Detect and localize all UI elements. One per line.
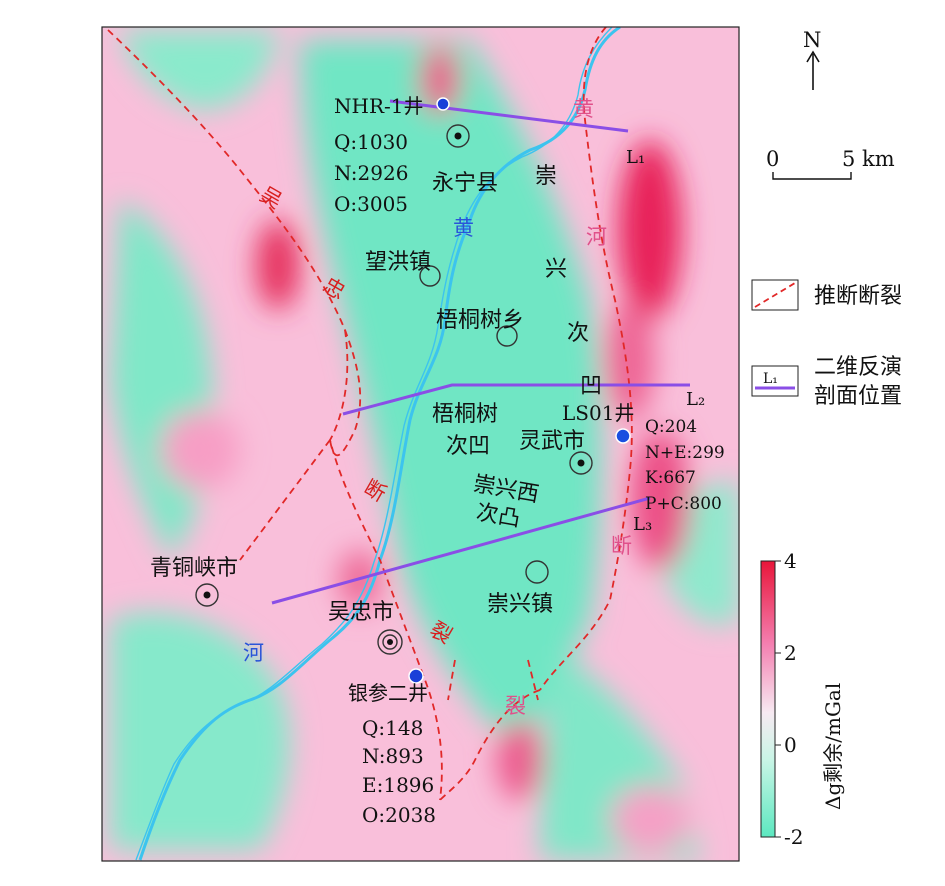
profile-L2-line bbox=[342, 383, 690, 416]
svg-text:N:893: N:893 bbox=[362, 744, 424, 768]
label-chongxing-zhen: 崇兴镇 bbox=[487, 592, 553, 617]
legend-profile-label-1: 二维反演 bbox=[814, 355, 902, 380]
nhr1-name: NHR-1井 bbox=[334, 94, 423, 118]
label-lingwu: 灵武市 bbox=[519, 429, 585, 454]
svg-text:凹: 凹 bbox=[580, 374, 602, 399]
label-wutongshu-ao-1: 梧桐树 bbox=[432, 402, 498, 427]
label-L1: L₁ bbox=[626, 147, 645, 168]
svg-text:崇: 崇 bbox=[535, 164, 557, 189]
colorbar-tick-0: 0 bbox=[784, 733, 797, 757]
north-label: N bbox=[803, 28, 821, 52]
legend: 推断断裂 L₁ 二维反演 剖面位置 bbox=[751, 279, 902, 409]
svg-text:N+E:299: N+E:299 bbox=[645, 443, 725, 463]
svg-text:断: 断 bbox=[611, 534, 632, 558]
label-L2: L₂ bbox=[686, 389, 705, 410]
colorbar-tick-4: 4 bbox=[784, 549, 797, 573]
label-wutongshu-xiang: 梧桐树乡 bbox=[436, 308, 524, 333]
colorbar: 4 2 0 -2 Δg剩余/mGal bbox=[760, 549, 845, 849]
profile-labels: L₁ L₂ L₃ bbox=[626, 147, 705, 535]
yellow-river bbox=[135, 27, 621, 861]
wuzhong-marker bbox=[377, 629, 403, 655]
svg-text:O:2038: O:2038 bbox=[362, 803, 436, 827]
svg-text:O:3005: O:3005 bbox=[334, 192, 408, 216]
svg-text:Q:148: Q:148 bbox=[362, 716, 423, 740]
label-qingtongxia: 青铜峡市 bbox=[150, 556, 238, 581]
svg-text:E:1896: E:1896 bbox=[362, 773, 434, 797]
svg-text:Q:204: Q:204 bbox=[645, 417, 697, 437]
svg-text:黄: 黄 bbox=[453, 216, 474, 240]
north-arrow: N bbox=[803, 28, 821, 90]
svg-text:N:2926: N:2926 bbox=[334, 161, 408, 185]
label-L3: L₃ bbox=[633, 514, 652, 535]
colorbar-tick-2: 2 bbox=[784, 641, 797, 665]
qingtongxia-marker bbox=[195, 583, 219, 607]
inferred-faults bbox=[107, 27, 633, 801]
svg-text:河: 河 bbox=[586, 225, 607, 249]
label-wutongshu-ao-2: 次凹 bbox=[446, 434, 490, 459]
yongning-marker bbox=[446, 124, 470, 148]
label-wuzhong: 吴忠市 bbox=[328, 600, 394, 625]
svg-text:0: 0 bbox=[766, 147, 779, 171]
label-yongning: 永宁县 bbox=[432, 171, 498, 196]
map-frame bbox=[101, 26, 740, 862]
wanghong-marker bbox=[419, 265, 441, 287]
nhr1-well-icon bbox=[436, 97, 450, 111]
colorbar-ramp bbox=[760, 560, 776, 838]
yincan2-well-icon bbox=[408, 668, 424, 684]
svg-text:兴: 兴 bbox=[545, 257, 567, 282]
chongxing-ao-label: 崇 兴 次 凹 bbox=[535, 164, 602, 399]
yincan2-name: 银参二井 bbox=[348, 681, 428, 705]
svg-text:次: 次 bbox=[567, 321, 589, 346]
profile-lines bbox=[271, 99, 690, 605]
river-labels: 黄 河 bbox=[243, 216, 474, 665]
label-wanghong: 望洪镇 bbox=[365, 250, 431, 275]
scale-bar: 0 5 km bbox=[766, 147, 895, 180]
legend-fault-label: 推断断裂 bbox=[814, 284, 902, 309]
wutongshu-marker bbox=[496, 325, 518, 347]
profile-L3-line bbox=[271, 496, 651, 605]
svg-text:黄: 黄 bbox=[573, 97, 594, 121]
legend-profile-symbol: L₁ bbox=[763, 371, 778, 387]
svg-text:5 km: 5 km bbox=[842, 147, 895, 171]
svg-text:K:667: K:667 bbox=[645, 468, 696, 488]
svg-text:Q:1030: Q:1030 bbox=[334, 130, 408, 154]
legend-profile-box bbox=[751, 365, 799, 397]
anomaly-field bbox=[102, 27, 739, 861]
svg-text:P+C:800: P+C:800 bbox=[645, 494, 722, 514]
well-markers bbox=[408, 97, 631, 684]
chongxing-marker bbox=[525, 560, 549, 584]
ls01-well-icon bbox=[615, 428, 631, 444]
svg-text:河: 河 bbox=[243, 641, 264, 665]
profile-L1-line bbox=[389, 99, 629, 133]
lingwu-marker bbox=[569, 451, 593, 475]
fault-line-icon bbox=[754, 282, 796, 308]
colorbar-title: Δg剩余/mGal bbox=[821, 683, 845, 810]
colorbar-tick-neg2: -2 bbox=[784, 825, 803, 849]
huanghe-fault-labels: 黄 河 断 裂 bbox=[505, 97, 632, 718]
svg-text:裂: 裂 bbox=[505, 694, 526, 718]
ls01-name: LS01井 bbox=[562, 401, 634, 425]
town-markers bbox=[195, 124, 593, 655]
legend-profile-label-2: 剖面位置 bbox=[814, 384, 902, 409]
well-labels: NHR-1井 Q:1030 N:2926 O:3005 LS01井 Q:204 … bbox=[334, 94, 725, 827]
